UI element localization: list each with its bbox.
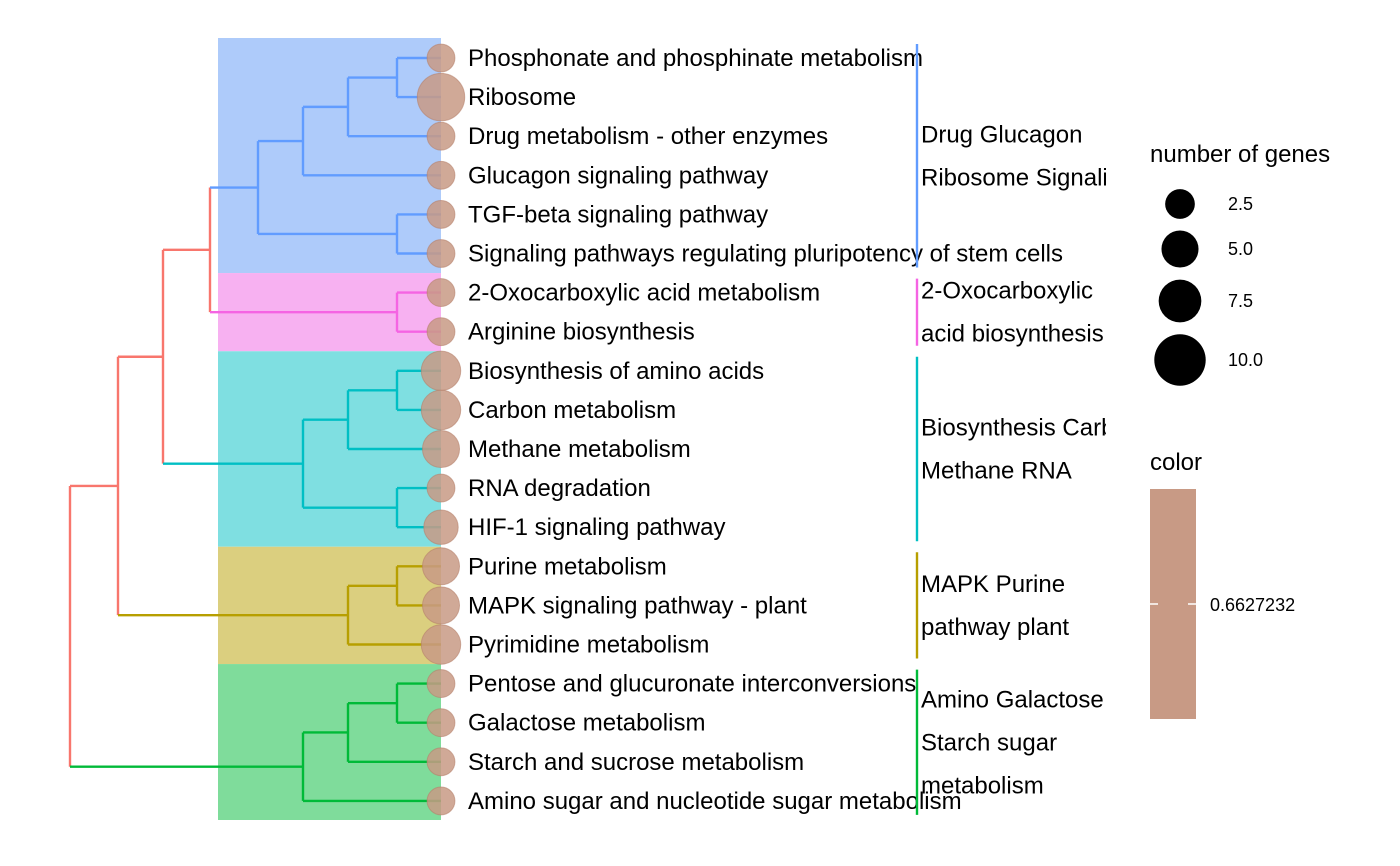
color-legend: color 0.6627232 xyxy=(1150,449,1295,719)
cluster-label: Ribosome Signaling xyxy=(921,164,1134,191)
cluster-label: metabolism xyxy=(921,772,1044,799)
term-label: MAPK signaling pathway - plant xyxy=(468,592,807,619)
term-label: Ribosome xyxy=(468,84,576,111)
term-label: Pyrimidine metabolism xyxy=(468,632,709,659)
term-point xyxy=(420,350,462,392)
term-point xyxy=(426,239,456,268)
term-point xyxy=(426,747,456,777)
size-legend-label: 10.0 xyxy=(1228,350,1263,370)
size-legend-label: 2.5 xyxy=(1228,194,1253,214)
term-label: Pentose and glucuronate interconversions xyxy=(468,671,916,698)
cluster-label: Drug Glucagon xyxy=(921,121,1082,148)
size-legend-dot xyxy=(1154,334,1206,386)
term-point xyxy=(426,199,456,229)
size-legend-label: 7.5 xyxy=(1228,291,1253,311)
term-point xyxy=(426,708,456,738)
term-label: TGF-beta signaling pathway xyxy=(468,201,768,228)
term-point xyxy=(426,786,456,816)
size-legend-label: 5.0 xyxy=(1228,239,1253,259)
size-legend-title: number of genes xyxy=(1150,141,1330,168)
cluster-highlight-1 xyxy=(218,38,441,274)
term-label: RNA degradation xyxy=(468,475,651,502)
term-label: Methane metabolism xyxy=(468,436,691,463)
term-labels: Phosphonate and phosphinate metabolism Ri… xyxy=(468,45,1063,815)
cluster-label: 2-Oxocarboxylic xyxy=(921,278,1093,305)
term-point xyxy=(426,317,456,347)
term-point xyxy=(426,160,456,190)
term-label: 2-Oxocarboxylic acid metabolism xyxy=(468,280,820,307)
term-point xyxy=(426,121,456,151)
term-point xyxy=(426,43,456,73)
term-points xyxy=(416,43,466,816)
cluster-highlight-5 xyxy=(218,664,441,820)
term-point xyxy=(426,473,456,503)
term-label: Carbon metabolism xyxy=(468,397,676,424)
cluster-highlights xyxy=(218,38,441,820)
term-point xyxy=(421,429,461,469)
term-label: Arginine biosynthesis xyxy=(468,319,695,346)
term-label: Starch and sucrose metabolism xyxy=(468,749,804,776)
term-point xyxy=(420,624,462,665)
size-legend-keys: 2.5 5.0 7.5 10.0 xyxy=(1154,189,1263,386)
size-legend-dot xyxy=(1161,230,1199,268)
term-point xyxy=(426,669,456,699)
term-label: Glucagon signaling pathway xyxy=(468,162,768,189)
size-legend-dot xyxy=(1158,279,1202,323)
cluster-labels: Drug Glucagon Ribosome Signaling 2-Oxocarb… xyxy=(915,44,1141,815)
term-label: Galactose metabolism xyxy=(468,710,705,737)
cluster-label: Starch sugar xyxy=(921,729,1057,756)
term-point xyxy=(423,509,459,545)
term-label: Biosynthesis of amino acids xyxy=(468,358,764,385)
term-point xyxy=(420,389,462,431)
term-label: Purine metabolism xyxy=(468,553,667,580)
color-legend-title: color xyxy=(1150,449,1202,476)
term-point xyxy=(421,547,461,586)
dendrogram-edges xyxy=(68,56,441,803)
color-legend-value: 0.6627232 xyxy=(1210,595,1295,615)
term-label: Phosphonate and phosphinate metabolism xyxy=(468,45,923,72)
size-legend: number of genes 2.5 5.0 7.5 10.0 xyxy=(1150,141,1330,386)
cluster-label: acid biosynthesis xyxy=(921,321,1104,348)
size-legend-dot xyxy=(1165,189,1195,219)
term-label: Drug metabolism - other enzymes xyxy=(468,123,828,150)
term-label: Amino sugar and nucleotide sugar metabol… xyxy=(468,788,962,815)
term-point xyxy=(421,586,461,625)
cluster-label: MAPK Purine xyxy=(921,571,1065,598)
term-point xyxy=(416,72,466,122)
cluster-label: Biosynthesis Carbon xyxy=(921,415,1141,442)
cluster-label: pathway plant xyxy=(921,614,1069,641)
cluster-label: Methane RNA xyxy=(921,458,1072,485)
term-point xyxy=(426,278,456,308)
term-label: HIF-1 signaling pathway xyxy=(468,514,725,541)
term-label: Signaling pathways regulating pluripoten… xyxy=(468,241,1063,268)
cluster-label: Amino Galactose xyxy=(921,686,1104,713)
